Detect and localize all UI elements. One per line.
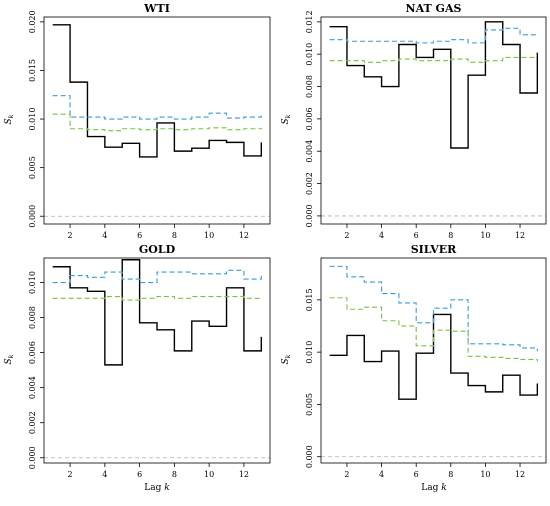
x-tick-label: 2	[344, 470, 349, 479]
y-axis-label: Sk	[4, 354, 15, 364]
y-axis-label-subscript: k	[284, 354, 292, 358]
y-tick-label: 0.010	[28, 108, 37, 131]
x-tick-label: 10	[480, 470, 490, 479]
y-tick-label: 0.010	[305, 341, 314, 364]
y-tick-label: 0.004	[28, 376, 37, 399]
y-tick-label: 0.020	[28, 10, 37, 33]
plot-frame	[320, 257, 547, 464]
x-tick-label: 2	[344, 231, 349, 240]
y-tick-label: 0.000	[305, 204, 314, 227]
x-tick-label: 12	[515, 231, 525, 240]
chart-title: NAT GAS	[406, 2, 462, 15]
plot-frame	[43, 257, 271, 464]
x-tick-label: 10	[204, 231, 214, 240]
y-tick-label: 0.006	[305, 107, 314, 130]
x-tick-label: 8	[448, 470, 453, 479]
x-tick-label: 2	[68, 231, 73, 240]
series-actual-line	[329, 313, 539, 400]
y-tick-label: 0.015	[28, 59, 37, 82]
x-tick-label: 12	[515, 470, 525, 479]
series-lower-band-line	[52, 113, 262, 132]
x-tick-label: 6	[414, 231, 419, 240]
y-axis-label-subscript: k	[7, 114, 15, 118]
plot-frame	[43, 16, 271, 225]
chart-panel-2: GOLD 0.000 0.002 0.004 0.006 0.008 0.010 2 4 6 8 10…	[4, 243, 271, 479]
y-tick-label: 0.015	[305, 288, 314, 311]
y-axis-label-subscript: k	[284, 114, 292, 118]
y-axis-label: Sk	[281, 114, 292, 124]
x-tick-label: 4	[102, 231, 107, 240]
y-tick-label: 0.000	[305, 445, 314, 468]
x-tick-label: 4	[379, 470, 384, 479]
x-axis-label: Lag k	[421, 483, 446, 493]
y-axis-label: Sk	[4, 114, 15, 124]
x-tick-label: 2	[68, 470, 73, 479]
x-tick-label: 10	[204, 470, 214, 479]
series-actual-line	[52, 24, 263, 158]
y-tick-label: 0.004	[305, 140, 314, 163]
plot-frame	[320, 16, 547, 225]
y-tick-label: 0.008	[28, 306, 37, 329]
y-tick-label: 0.002	[305, 172, 314, 195]
chart-title: SILVER	[411, 243, 457, 256]
x-tick-label: 6	[414, 470, 419, 479]
y-tick-label: 0.012	[305, 10, 314, 33]
x-tick-label: 12	[239, 231, 249, 240]
y-tick-label: 0.010	[305, 43, 314, 66]
series-actual-line	[329, 21, 539, 149]
x-axis-label-left-variable: k	[164, 483, 169, 493]
x-tick-label: 8	[172, 231, 177, 240]
y-tick-label: 0.000	[28, 446, 37, 469]
y-axis-label-subscript: k	[7, 354, 15, 358]
x-tick-label: 12	[239, 470, 249, 479]
series-upper-band-line	[52, 95, 262, 120]
y-axis-label: Sk	[281, 354, 292, 364]
y-tick-label: 0.010	[28, 271, 37, 294]
x-axis-label-variable: k	[441, 483, 446, 493]
y-tick-label: 0.008	[305, 75, 314, 98]
series-lower-band-line	[329, 56, 538, 63]
series-upper-band-line	[329, 265, 538, 352]
y-tick-label: 0.002	[28, 411, 37, 434]
x-tick-label: 6	[137, 470, 142, 479]
x-tick-label: 4	[379, 231, 384, 240]
chart-title: GOLD	[139, 243, 176, 256]
chart-title: WTI	[143, 2, 170, 15]
chart-panel-1: NAT GAS 0.000 0.002 0.004 0.006 0.008 0.010 0.0…	[281, 2, 547, 240]
series-upper-band-line	[329, 27, 538, 44]
y-tick-label: 0.006	[28, 341, 37, 364]
x-tick-label: 8	[448, 231, 453, 240]
chart-panel-3: SILVER 0.000 0.005 0.010 0.015 2 4 6 8 10 12 Sk Lag …	[281, 243, 547, 493]
x-tick-label: 4	[102, 470, 107, 479]
x-tick-label: 8	[172, 470, 177, 479]
y-tick-label: 0.000	[28, 205, 37, 228]
x-tick-label: 6	[137, 231, 142, 240]
series-upper-band-line	[52, 269, 262, 284]
series-lower-band-line	[52, 295, 262, 301]
x-tick-label: 10	[480, 231, 490, 240]
chart-panel-0: WTI 0.000 0.005 0.010 0.015 0.020 2 4 6 8 10 12 Sk	[4, 2, 271, 240]
x-axis-label-left: Lag k	[144, 483, 169, 493]
y-tick-label: 0.005	[305, 393, 314, 416]
y-tick-label: 0.005	[28, 156, 37, 179]
series-actual-line	[52, 259, 263, 366]
series-lower-band-line	[329, 297, 538, 362]
